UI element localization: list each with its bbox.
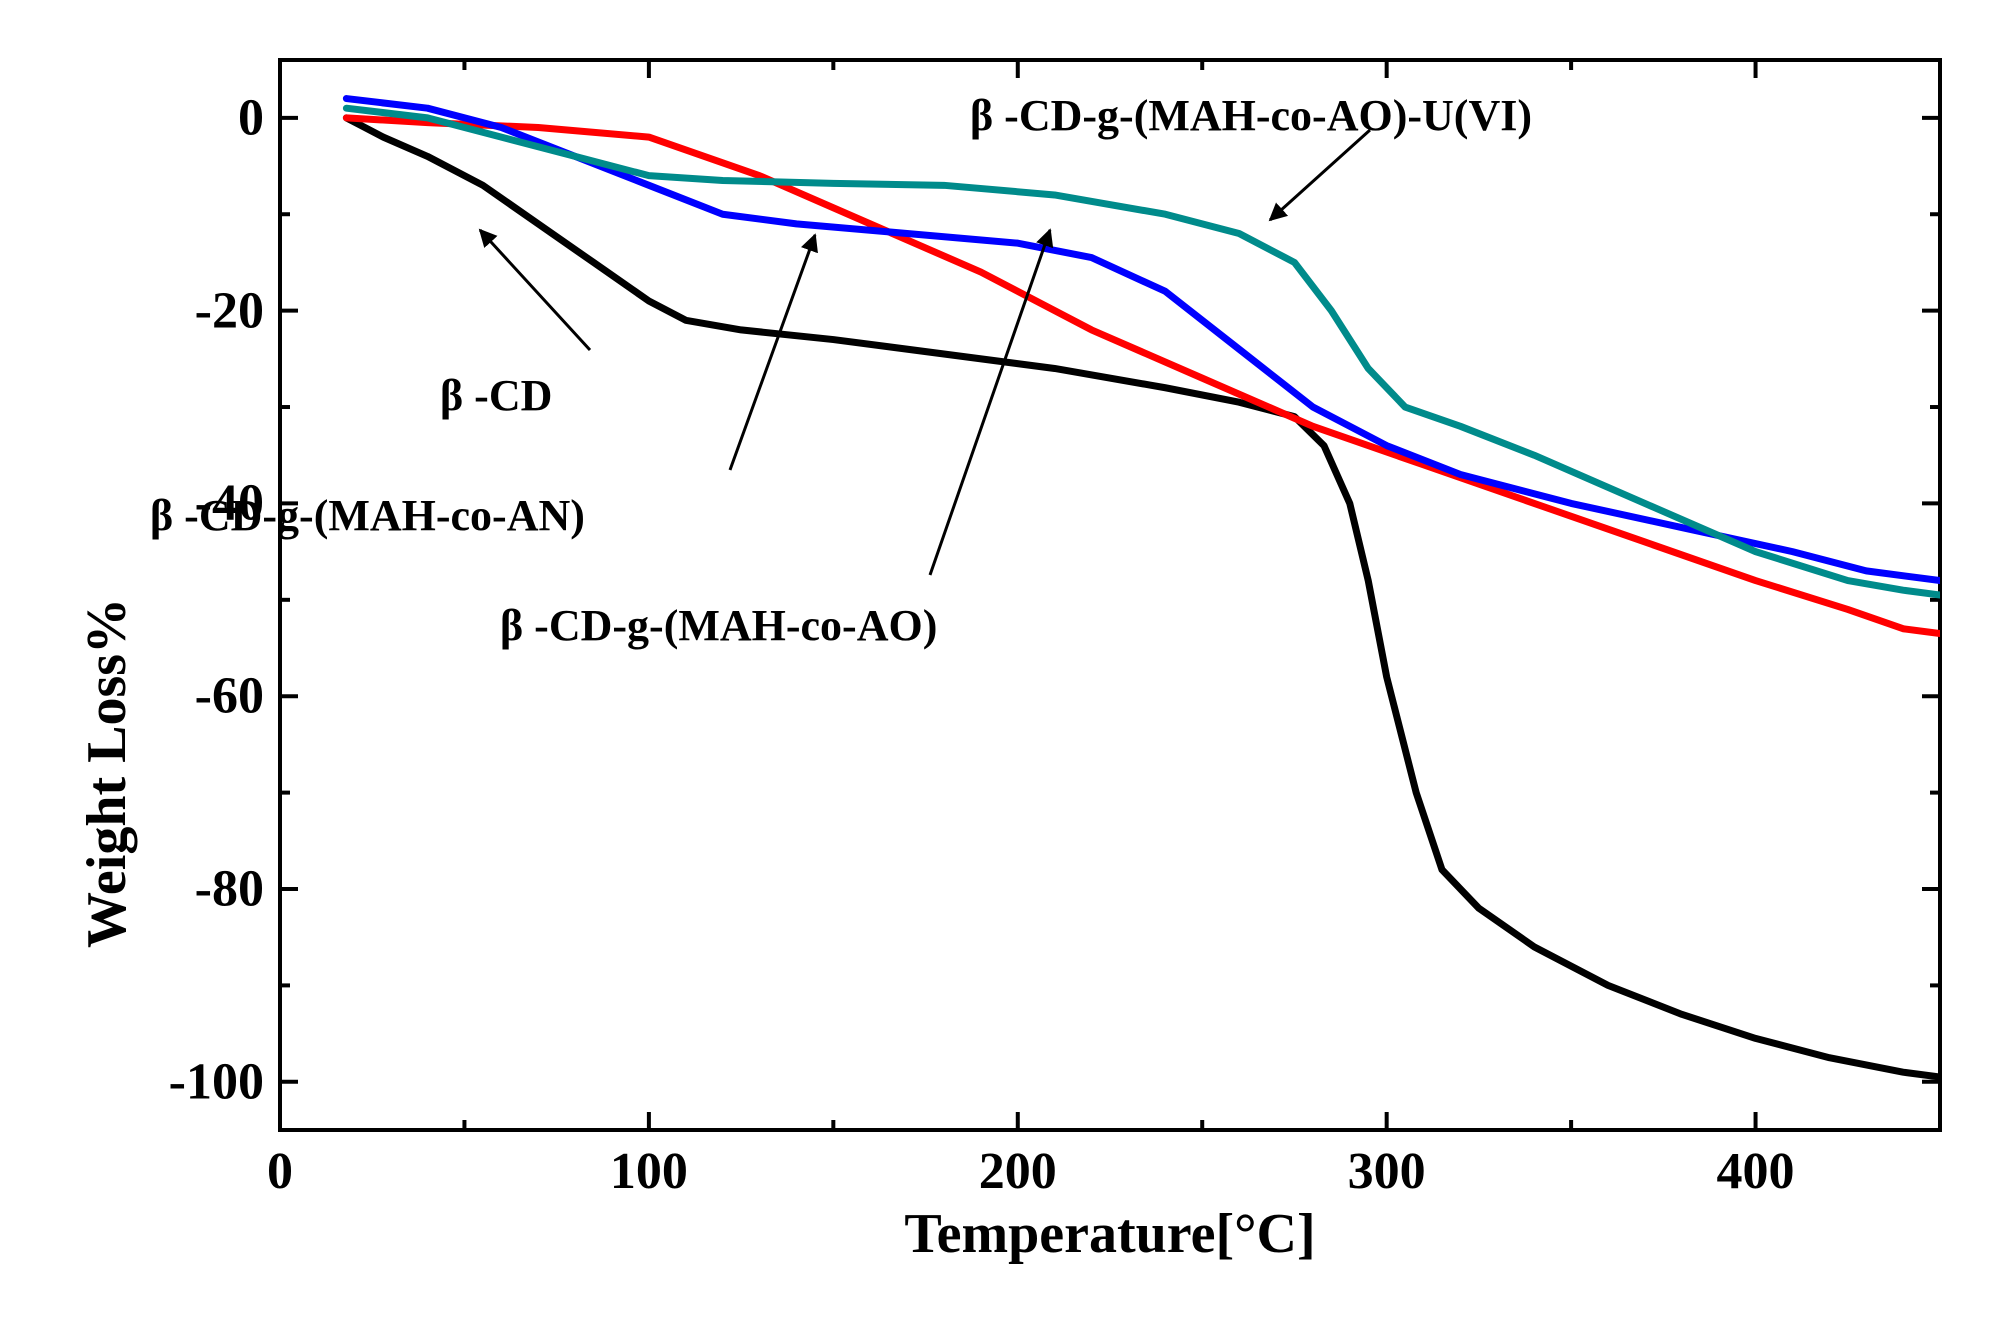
x-axis-label: Temperature[°C] <box>904 1202 1315 1266</box>
x-tick-label: 300 <box>1348 1142 1426 1201</box>
y-tick-label: 0 <box>238 88 264 147</box>
y-axis-label: Weight Loss% <box>75 598 139 948</box>
x-tick-label: 200 <box>979 1142 1057 1201</box>
y-tick-label: -100 <box>169 1052 264 1111</box>
series-label: β -CD-g-(MAH-co-AO)-U(VI) <box>970 90 1532 141</box>
chart-svg <box>0 0 2010 1318</box>
y-tick-label: -80 <box>195 860 264 919</box>
x-tick-label: 100 <box>610 1142 688 1201</box>
series-label: β -CD <box>440 370 552 421</box>
x-tick-label: 400 <box>1717 1142 1795 1201</box>
x-tick-label: 0 <box>267 1142 293 1201</box>
series-label: β -CD-g-(MAH-co-AO) <box>500 600 937 651</box>
series-label: β -CD-g-(MAH-co-AN) <box>150 490 585 541</box>
tga-chart: Weight Loss% Temperature[°C] 0 100 200 300 4… <box>0 0 2010 1318</box>
y-tick-label: -20 <box>195 281 264 340</box>
y-tick-label: -60 <box>195 667 264 726</box>
